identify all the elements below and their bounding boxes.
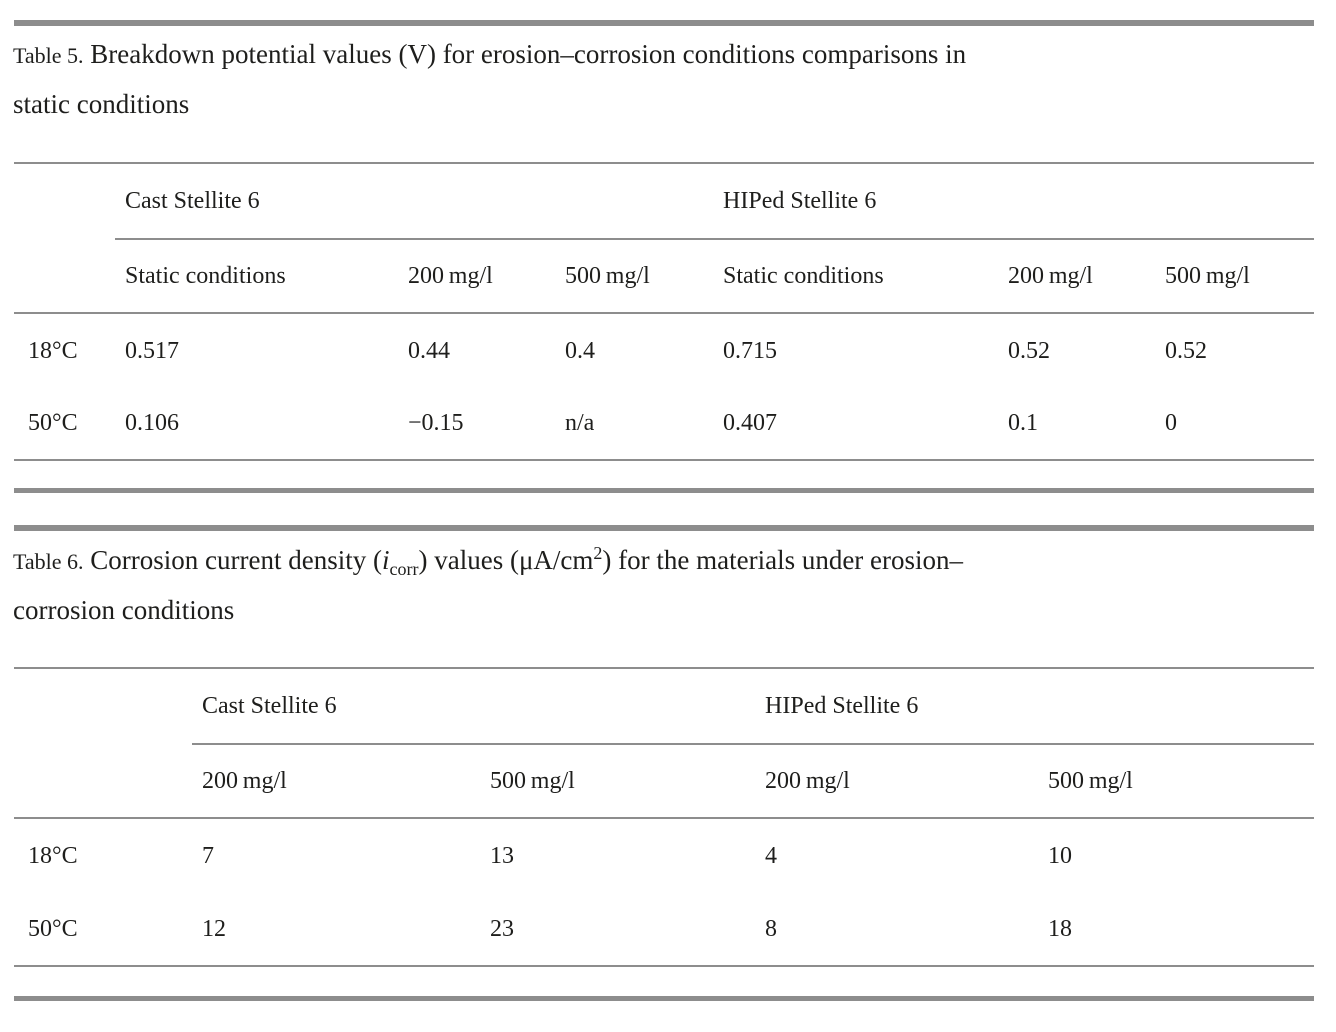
table6-caption-pre: Corrosion current density ( [90,545,382,575]
table6-col-header: 200 mg/l [192,743,480,818]
cell-value: 23 [490,915,514,942]
table6-group-header-row: Cast Stellite 6 HIPed Stellite 6 [14,668,1314,744]
table5-col-header: 200 mg/l [398,238,555,313]
table5-row-18c: 18°C 0.517 0.44 0.4 0.715 0.52 0.52 [14,312,1315,388]
cell-value: 0.4 [555,312,714,388]
row-label: 50°C [28,410,78,436]
cell-value: 7 [192,817,480,893]
cell-value: −0.15 [408,410,464,436]
row-label: 50°C [28,915,78,942]
cell-value: 0.407 [723,410,778,436]
row-label: 18°C [14,817,192,893]
table6-bottom-heavy-rule [14,996,1314,1001]
cell-value: 13 [480,817,756,893]
cell-value: 0.1 [1008,410,1039,436]
table6-caption: Table 6. Corrosion current density (icor… [13,536,1325,634]
table6-caption-mid: ) values (μA/cm [418,545,594,575]
table5-top-heavy-rule [14,20,1314,26]
table6-group-cast: Cast Stellite 6 [202,692,337,719]
table5-caption-line1: Breakdown potential values (V) for erosi… [90,39,967,69]
cell-value: 0.517 [115,312,398,388]
table6-caption-post: ) for the materials under erosion– [602,545,964,575]
cell-value: 0.52 [998,312,1156,388]
table5-col-header: 500 mg/l [1155,238,1315,313]
table5: Cast Stellite 6 HIPed Stellite 6 Static … [14,162,1315,461]
table6-caption-ivar: i [381,545,390,575]
table5-group-header-row: Cast Stellite 6 HIPed Stellite 6 [14,163,1314,239]
cell-value: 4 [755,817,1039,893]
table6-group-hiped: HIPed Stellite 6 [765,692,919,719]
table5-group-cast: Cast Stellite 6 [125,187,260,214]
cell-value: 0.106 [125,410,179,436]
empty-cell [14,668,192,744]
table5-col-header: 500 mg/l [555,238,714,313]
table6-label: Table 6. [13,549,84,574]
table5-col-header: Static conditions [115,238,398,313]
table6-row-50c: 50°C 12 23 8 18 [14,893,1314,966]
cell-value: 12 [202,915,226,942]
table6: Cast Stellite 6 HIPed Stellite 6 200 mg/… [14,667,1315,967]
table5-column-header-row: Static conditions 200 mg/l 500 mg/l Stat… [14,238,1315,313]
cell-value: 0.44 [398,312,555,388]
table6-column-header-row: 200 mg/l 500 mg/l 200 mg/l 500 mg/l [14,743,1315,818]
table6-caption-line2: corrosion conditions [13,595,235,625]
table5-col-header: 200 mg/l [998,238,1156,313]
table5-bottom-heavy-rule [14,488,1314,493]
cell-value: n/a [565,410,595,436]
cell-value: 0 [1165,410,1178,436]
table6-col-header: 500 mg/l [480,743,756,818]
cell-value: 18 [1048,915,1073,942]
table5-col-header: Static conditions [713,238,999,313]
table6-top-heavy-rule [14,525,1314,531]
table5-row-50c: 50°C 0.106 −0.15 n/a 0.407 0.1 0 [14,388,1314,460]
table6-caption-superscript: 2 [593,543,603,563]
cell-value: 0.52 [1155,312,1315,388]
empty-cell [14,163,115,239]
empty-cell [14,744,192,818]
cell-value: 0.715 [713,312,999,388]
empty-cell [14,239,115,313]
table6-caption-subscript: corr [389,559,419,579]
table5-group-hiped: HIPed Stellite 6 [723,187,877,214]
cell-value: 8 [765,915,778,942]
row-label: 18°C [14,312,115,388]
table5-caption: Table 5. Breakdown potential values (V) … [13,30,1325,128]
table5-label: Table 5. [13,43,84,68]
table6-row-18c: 18°C 7 13 4 10 [14,817,1315,893]
table6-col-header: 500 mg/l [1038,743,1315,818]
cell-value: 10 [1038,817,1315,893]
table5-caption-line2: static conditions [13,89,190,119]
table6-col-header: 200 mg/l [755,743,1039,818]
